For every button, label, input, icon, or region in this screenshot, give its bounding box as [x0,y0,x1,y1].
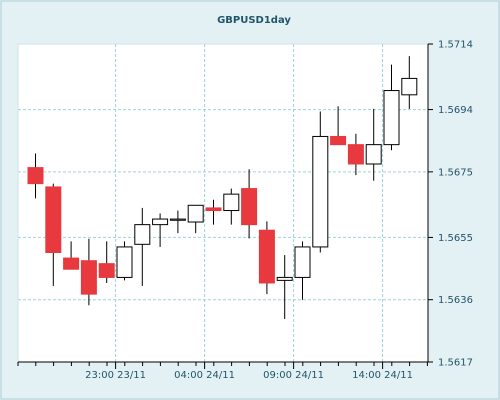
y-tick-label: 1.5617 [438,358,473,369]
plot-area [17,43,429,363]
candle [383,64,400,151]
candle-body-bearish [63,257,80,270]
candle-body-bearish [347,144,364,165]
candle-body-bearish [241,188,258,226]
x-tick-label: 04:00 24/11 [174,370,235,381]
y-tick-label: 1.5675 [438,167,473,178]
candle [187,204,204,234]
candle-body-bearish [27,167,44,185]
candle [223,188,240,225]
candle [401,56,418,109]
candle [98,241,115,283]
y-tick-label: 1.5714 [438,40,473,51]
candle [134,207,151,286]
chart-title: GBPUSD1day [217,15,291,26]
x-tick-label: 14:00 24/11 [352,370,413,381]
candle [312,111,329,253]
candle [63,241,80,270]
candle [205,199,222,225]
candle [294,241,311,300]
candle-body-bullish [116,246,133,278]
candle [365,108,382,181]
y-tick-label: 1.5694 [438,105,473,116]
candle [45,183,62,286]
candle [258,221,275,295]
y-tick-label: 1.5636 [438,295,473,306]
x-tick-label: 23:00 23/11 [85,370,146,381]
candle-body-bullish [312,135,329,248]
candle-body-bullish [401,77,418,96]
candle-body-bearish [45,186,62,254]
candle [152,213,169,247]
candle [276,255,293,320]
candle [116,241,133,281]
candle-body-bullish [223,193,240,212]
candle [27,153,44,199]
candle-body-bearish [98,263,115,278]
candle-body-bearish [80,260,97,295]
candle-body-bullish [169,218,186,221]
candle [80,238,97,306]
axes: 1.5617 1.5636 1.5655 1.5675 1.5694 1.5714 23:0… [17,40,473,381]
candle-body-bullish [187,204,204,223]
candle [330,106,347,146]
candle-body-bullish [365,144,382,165]
candle-body-bullish [383,90,400,146]
candle-body-bearish [330,135,347,146]
grid-lines [18,44,428,362]
candle-body-bullish [294,246,311,278]
candle-body-bearish [258,229,275,284]
candle [347,133,364,176]
candle-body-bullish [152,218,169,226]
y-tick-label: 1.5655 [438,233,473,244]
x-tick-label: 09:00 24/11 [263,370,324,381]
candle-body-bullish [276,276,293,281]
candles [27,56,418,320]
candle-body-bearish [205,207,222,212]
candle [169,210,186,234]
candle [241,169,258,239]
candle-body-bullish [134,224,151,245]
